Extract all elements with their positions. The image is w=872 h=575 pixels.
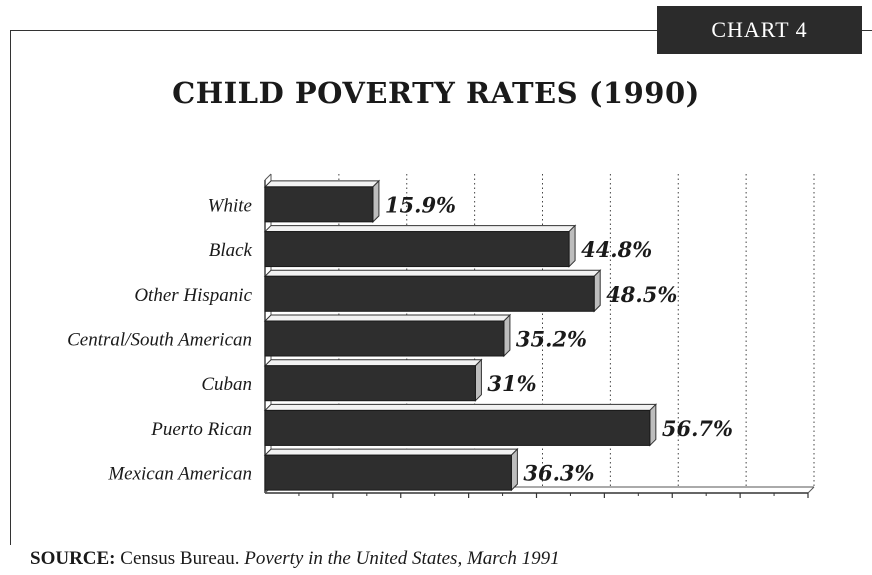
source-text: Census Bureau. xyxy=(115,548,245,569)
bar-top-face xyxy=(263,448,519,456)
bar-top-face xyxy=(263,269,602,277)
source-label: SOURCE: xyxy=(30,548,116,569)
frame-top-border xyxy=(10,30,872,31)
bar-side-face xyxy=(568,224,576,268)
bar-side-face xyxy=(593,269,601,313)
data-label: 56.7% xyxy=(662,416,733,441)
bar xyxy=(264,320,505,357)
axis-depth-top xyxy=(264,173,272,181)
bar xyxy=(264,454,512,491)
data-label: 15.9% xyxy=(385,192,456,217)
bar-side-face xyxy=(510,447,518,492)
bar-side-face xyxy=(649,403,657,447)
data-label: 31% xyxy=(487,371,536,396)
category-label: Black xyxy=(209,240,253,261)
category-label: Other Hispanic xyxy=(134,285,252,306)
bar-top-face xyxy=(263,314,512,322)
bar-side-face xyxy=(372,179,380,224)
category-label: Mexican American xyxy=(107,464,252,485)
axis-depth-right xyxy=(807,486,815,494)
bar-side-face xyxy=(474,358,482,402)
source-line: SOURCE: Census Bureau. Poverty in the Un… xyxy=(30,548,560,570)
category-label: White xyxy=(208,195,252,216)
category-label: Central/South American xyxy=(67,330,252,351)
category-label: Puerto Rican xyxy=(150,419,252,440)
bar-top-face xyxy=(263,359,483,367)
category-label: Cuban xyxy=(201,374,252,395)
bar-top-face xyxy=(263,225,577,233)
data-label: 35.2% xyxy=(516,327,587,352)
bar xyxy=(264,231,570,268)
data-label: 44.8% xyxy=(581,237,652,262)
frame-left-border xyxy=(10,30,11,545)
bar-side-face xyxy=(503,313,511,358)
chart-title: CHILD POVERTY RATES (1990) xyxy=(172,76,700,110)
data-label: 48.5% xyxy=(606,282,677,307)
bar-top-face xyxy=(263,403,658,411)
bar-top-face xyxy=(263,180,381,188)
bar xyxy=(264,186,374,223)
source-title: Poverty in the United States, March 1991 xyxy=(244,548,560,569)
bar xyxy=(264,365,476,402)
data-label: 36.3% xyxy=(523,461,594,486)
bar xyxy=(264,409,651,446)
chart-number-badge: CHART 4 xyxy=(657,6,862,54)
bar xyxy=(264,275,595,312)
